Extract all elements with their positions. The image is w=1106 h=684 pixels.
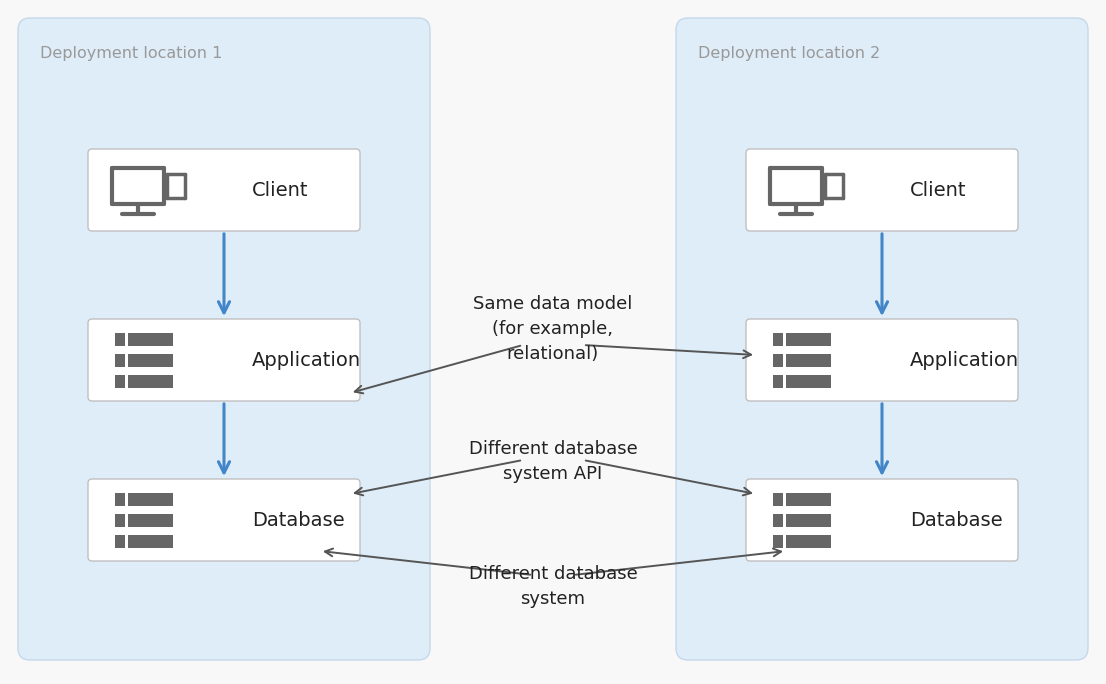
Bar xyxy=(128,333,173,346)
Text: Client: Client xyxy=(252,181,309,200)
Bar xyxy=(773,375,783,388)
Bar xyxy=(115,354,125,367)
Text: Deployment location 1: Deployment location 1 xyxy=(40,46,222,61)
Text: Client: Client xyxy=(910,181,967,200)
Text: Database: Database xyxy=(252,510,345,529)
Bar xyxy=(128,375,173,388)
Bar xyxy=(115,493,125,506)
FancyBboxPatch shape xyxy=(88,319,359,401)
FancyBboxPatch shape xyxy=(747,149,1018,231)
Bar xyxy=(115,535,125,548)
FancyBboxPatch shape xyxy=(18,18,430,660)
Text: Database: Database xyxy=(910,510,1003,529)
Bar xyxy=(115,514,125,527)
Text: Different database
system API: Different database system API xyxy=(469,440,637,483)
Bar xyxy=(786,535,831,548)
Text: Different database
system: Different database system xyxy=(469,565,637,608)
FancyBboxPatch shape xyxy=(747,319,1018,401)
Bar xyxy=(786,514,831,527)
Text: Application: Application xyxy=(910,350,1019,369)
FancyBboxPatch shape xyxy=(676,18,1088,660)
Bar xyxy=(128,514,173,527)
Bar xyxy=(773,354,783,367)
Bar xyxy=(786,375,831,388)
Bar xyxy=(115,333,125,346)
Text: Application: Application xyxy=(252,350,362,369)
FancyBboxPatch shape xyxy=(88,149,359,231)
FancyBboxPatch shape xyxy=(747,479,1018,561)
Bar xyxy=(786,493,831,506)
Bar xyxy=(773,514,783,527)
Bar xyxy=(115,375,125,388)
Bar xyxy=(128,493,173,506)
Text: Deployment location 2: Deployment location 2 xyxy=(698,46,880,61)
Bar xyxy=(128,535,173,548)
Bar xyxy=(773,333,783,346)
Bar xyxy=(786,333,831,346)
Bar xyxy=(786,354,831,367)
FancyBboxPatch shape xyxy=(88,479,359,561)
Bar xyxy=(128,354,173,367)
Bar xyxy=(773,493,783,506)
Bar xyxy=(773,535,783,548)
Text: Same data model
(for example,
relational): Same data model (for example, relational… xyxy=(473,295,633,363)
